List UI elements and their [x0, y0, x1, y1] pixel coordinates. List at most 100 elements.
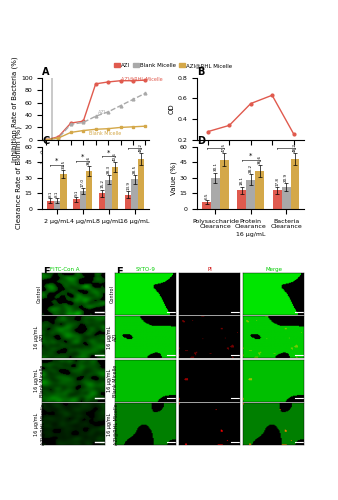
AZI: [143, 90, 147, 96]
Text: 30.1: 30.1: [213, 162, 217, 172]
Text: Merge: Merge: [265, 268, 282, 272]
Bar: [290, 159, 299, 209]
Bar: [138, 159, 144, 209]
Y-axis label: 16 μg/mL
AZI@RHL Micelle: 16 μg/mL AZI@RHL Micelle: [34, 404, 45, 445]
Blank Micelle: [44, 137, 48, 143]
Text: C: C: [42, 136, 49, 146]
Text: *: *: [0, 499, 1, 500]
Text: PI: PI: [207, 268, 212, 272]
Text: 20.9: 20.9: [284, 173, 288, 182]
Text: 6.5: 6.5: [204, 192, 209, 199]
Y-axis label: Inhibition Rate of Bacteria (%): Inhibition Rate of Bacteria (%): [11, 56, 18, 162]
Text: 48.2: 48.2: [293, 143, 297, 152]
Text: 18.1: 18.1: [240, 176, 244, 186]
AZI@RHL Micelle: [44, 137, 48, 143]
Bar: [220, 160, 228, 209]
Text: AZI: AZI: [98, 110, 106, 114]
Bar: [125, 194, 131, 209]
Text: 15.2: 15.2: [100, 180, 104, 188]
Text: *: *: [249, 153, 252, 159]
Y-axis label: 16 μg/mL
Blank Micelle: 16 μg/mL Blank Micelle: [107, 364, 118, 397]
Bar: [246, 180, 255, 209]
AZI: [56, 135, 61, 141]
Bar: [105, 180, 112, 209]
AZI@RHL Micelle: [131, 78, 135, 84]
Y-axis label: 16 μg/mL
AZI: 16 μg/mL AZI: [34, 326, 45, 349]
Y-axis label: Control: Control: [110, 285, 115, 303]
Line: Blank Micelle: Blank Micelle: [45, 125, 147, 142]
Y-axis label: Clearance Rate of Biofilm (%): Clearance Rate of Biofilm (%): [15, 126, 22, 230]
AZI: [119, 102, 123, 108]
Bar: [60, 174, 67, 209]
Text: *: *: [0, 499, 1, 500]
Y-axis label: 16 μg/mL
AZI@RHL Micelle: 16 μg/mL AZI@RHL Micelle: [107, 404, 118, 445]
Text: *: *: [107, 150, 110, 156]
Bar: [73, 200, 79, 209]
Blank Micelle: [106, 126, 110, 132]
Text: SYTO-9: SYTO-9: [136, 268, 156, 272]
Y-axis label: Value (%): Value (%): [170, 161, 177, 194]
Text: A: A: [42, 67, 50, 77]
AZI@RHL Micelle: [56, 134, 61, 140]
AZI: [131, 96, 135, 102]
Bar: [255, 171, 264, 209]
Blank Micelle: [69, 130, 73, 136]
Blank Micelle: [143, 123, 147, 129]
Text: FITC-Con A: FITC-Con A: [50, 268, 79, 272]
Text: E: E: [44, 268, 50, 278]
Text: D: D: [197, 136, 205, 146]
Y-axis label: 16 μg/mL
Blank Micelle: 16 μg/mL Blank Micelle: [34, 364, 45, 397]
Blank Micelle: [131, 124, 135, 130]
Legend: AZI, Blank Micelle, AZI@RHL Micelle: AZI, Blank Micelle, AZI@RHL Micelle: [112, 60, 235, 70]
AZI: [106, 109, 110, 115]
Y-axis label: OD: OD: [169, 104, 175, 114]
Bar: [273, 190, 282, 209]
Text: *: *: [55, 158, 58, 164]
AZI@RHL Micelle: [69, 120, 73, 126]
Text: Blank Micelle: Blank Micelle: [90, 131, 122, 136]
Line: AZI: AZI: [45, 92, 147, 142]
Text: 9.1: 9.1: [74, 190, 78, 196]
Bar: [79, 192, 86, 209]
AZI: [81, 120, 85, 126]
Blank Micelle: [56, 135, 61, 141]
AZI: [44, 137, 48, 143]
AZI@RHL Micelle: [94, 81, 98, 87]
Text: 17.0: 17.0: [81, 178, 85, 187]
AZI@RHL Micelle: [106, 79, 110, 85]
Text: 36.6: 36.6: [258, 155, 262, 164]
AZI@RHL Micelle: [81, 118, 85, 124]
Text: 8.1: 8.1: [48, 190, 52, 197]
Text: 47.5: 47.5: [222, 144, 226, 152]
Bar: [202, 202, 211, 209]
Text: *: *: [81, 154, 84, 160]
Text: 28.3: 28.3: [107, 165, 111, 174]
Bar: [99, 193, 105, 209]
Bar: [238, 190, 246, 209]
AZI: [69, 122, 73, 128]
Text: B: B: [197, 67, 204, 77]
Bar: [131, 180, 138, 209]
Blank Micelle: [81, 128, 85, 134]
Text: AZI@RHL Micelle: AZI@RHL Micelle: [121, 76, 162, 82]
Text: 33.5: 33.5: [61, 160, 65, 169]
Y-axis label: 16 μg/mL
AZI: 16 μg/mL AZI: [107, 326, 118, 349]
AZI@RHL Micelle: [143, 77, 147, 83]
Text: 17.8: 17.8: [275, 178, 279, 186]
Bar: [112, 167, 118, 209]
Bar: [211, 178, 220, 209]
Text: 13.9: 13.9: [126, 182, 130, 190]
Text: F: F: [117, 268, 123, 278]
Bar: [54, 200, 60, 209]
Text: 28.5: 28.5: [132, 164, 137, 173]
Text: *: *: [0, 499, 1, 500]
Line: AZI@RHL Micelle: AZI@RHL Micelle: [45, 78, 147, 142]
AZI@RHL Micelle: [119, 78, 123, 84]
Text: 48.2: 48.2: [139, 143, 143, 152]
Bar: [282, 187, 290, 209]
Bar: [47, 200, 54, 209]
Y-axis label: Control: Control: [37, 285, 42, 303]
Text: 28.2: 28.2: [249, 164, 253, 173]
Blank Micelle: [119, 124, 123, 130]
X-axis label: 16 μg/mL: 16 μg/mL: [236, 232, 265, 237]
